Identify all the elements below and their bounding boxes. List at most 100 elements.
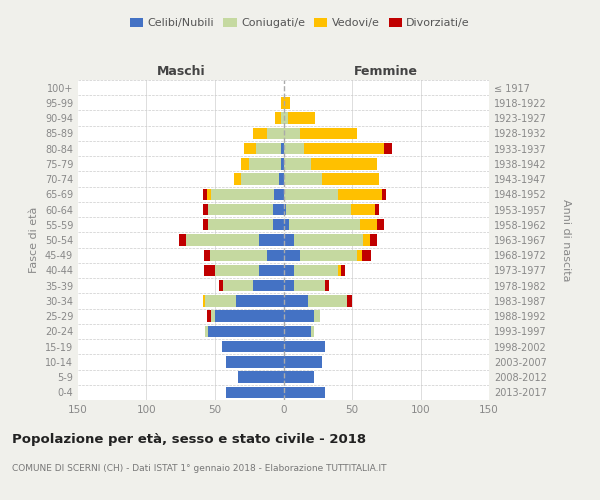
Bar (204, 250, 209, 261)
Bar (204, 265, 215, 276)
Bar (295, 280, 325, 291)
Bar (281, 112, 284, 124)
Bar (241, 158, 249, 170)
Bar (203, 204, 208, 215)
Bar (284, 280, 295, 291)
Bar (295, 234, 363, 246)
Bar (341, 265, 345, 276)
Bar (347, 295, 352, 306)
Bar (226, 356, 284, 368)
Bar (284, 356, 322, 368)
Bar (179, 234, 186, 246)
Bar (284, 250, 300, 261)
Text: Maschi: Maschi (157, 64, 205, 78)
Bar (215, 310, 284, 322)
Bar (211, 310, 215, 322)
Bar (284, 234, 295, 246)
Bar (236, 295, 284, 306)
Bar (280, 174, 284, 185)
Bar (203, 295, 205, 306)
Bar (295, 265, 338, 276)
Bar (253, 128, 267, 139)
Bar (281, 143, 284, 154)
Bar (203, 188, 207, 200)
Bar (249, 158, 281, 170)
Bar (256, 143, 281, 154)
Bar (207, 310, 211, 322)
Bar (286, 204, 350, 215)
Bar (267, 250, 284, 261)
Bar (259, 234, 284, 246)
Bar (284, 326, 311, 337)
Bar (284, 265, 295, 276)
Bar (253, 280, 284, 291)
Bar (284, 372, 314, 383)
Bar (284, 158, 311, 170)
Bar (209, 250, 267, 261)
Bar (275, 112, 281, 124)
Bar (382, 188, 386, 200)
Y-axis label: Fasce di età: Fasce di età (29, 207, 39, 273)
Bar (284, 310, 314, 322)
Bar (358, 250, 362, 261)
Bar (215, 265, 259, 276)
Bar (272, 219, 284, 230)
Bar (274, 188, 284, 200)
Bar (383, 143, 392, 154)
Bar (208, 219, 272, 230)
Bar (244, 143, 256, 154)
Bar (284, 174, 322, 185)
Bar (284, 112, 287, 124)
Bar (284, 97, 290, 108)
Bar (338, 265, 341, 276)
Bar (208, 204, 272, 215)
Bar (281, 158, 284, 170)
Bar (211, 188, 274, 200)
Bar (205, 326, 208, 337)
Text: Popolazione per età, sesso e stato civile - 2018: Popolazione per età, sesso e stato civil… (12, 432, 366, 446)
Bar (219, 280, 223, 291)
Bar (203, 219, 208, 230)
Bar (370, 234, 377, 246)
Bar (304, 143, 383, 154)
Bar (272, 204, 284, 215)
Bar (226, 386, 284, 398)
Bar (284, 219, 289, 230)
Bar (284, 386, 325, 398)
Legend: Celibi/Nubili, Coniugati/e, Vedovi/e, Divorziati/e: Celibi/Nubili, Coniugati/e, Vedovi/e, Di… (125, 13, 475, 32)
Bar (223, 280, 253, 291)
Bar (281, 97, 284, 108)
Bar (350, 204, 375, 215)
Bar (241, 174, 280, 185)
Text: COMUNE DI SCERNI (CH) - Dati ISTAT 1° gennaio 2018 - Elaborazione TUTTITALIA.IT: COMUNE DI SCERNI (CH) - Dati ISTAT 1° ge… (12, 464, 386, 473)
Y-axis label: Anni di nascita: Anni di nascita (560, 198, 571, 281)
Bar (284, 128, 300, 139)
Bar (267, 128, 284, 139)
Bar (284, 143, 304, 154)
Bar (284, 295, 308, 306)
Bar (287, 112, 315, 124)
Bar (311, 326, 314, 337)
Bar (311, 158, 377, 170)
Bar (377, 219, 383, 230)
Bar (259, 265, 284, 276)
Bar (338, 188, 382, 200)
Bar (186, 234, 259, 246)
Bar (360, 219, 377, 230)
Bar (289, 219, 360, 230)
Text: Femmine: Femmine (354, 64, 418, 78)
Bar (284, 188, 338, 200)
Bar (300, 128, 358, 139)
Bar (300, 250, 358, 261)
Bar (375, 204, 379, 215)
Bar (322, 174, 379, 185)
Bar (234, 174, 241, 185)
Bar (238, 372, 284, 383)
Bar (314, 310, 320, 322)
Bar (222, 341, 284, 352)
Bar (207, 188, 211, 200)
Bar (363, 234, 370, 246)
Bar (362, 250, 371, 261)
Bar (325, 280, 329, 291)
Bar (284, 204, 286, 215)
